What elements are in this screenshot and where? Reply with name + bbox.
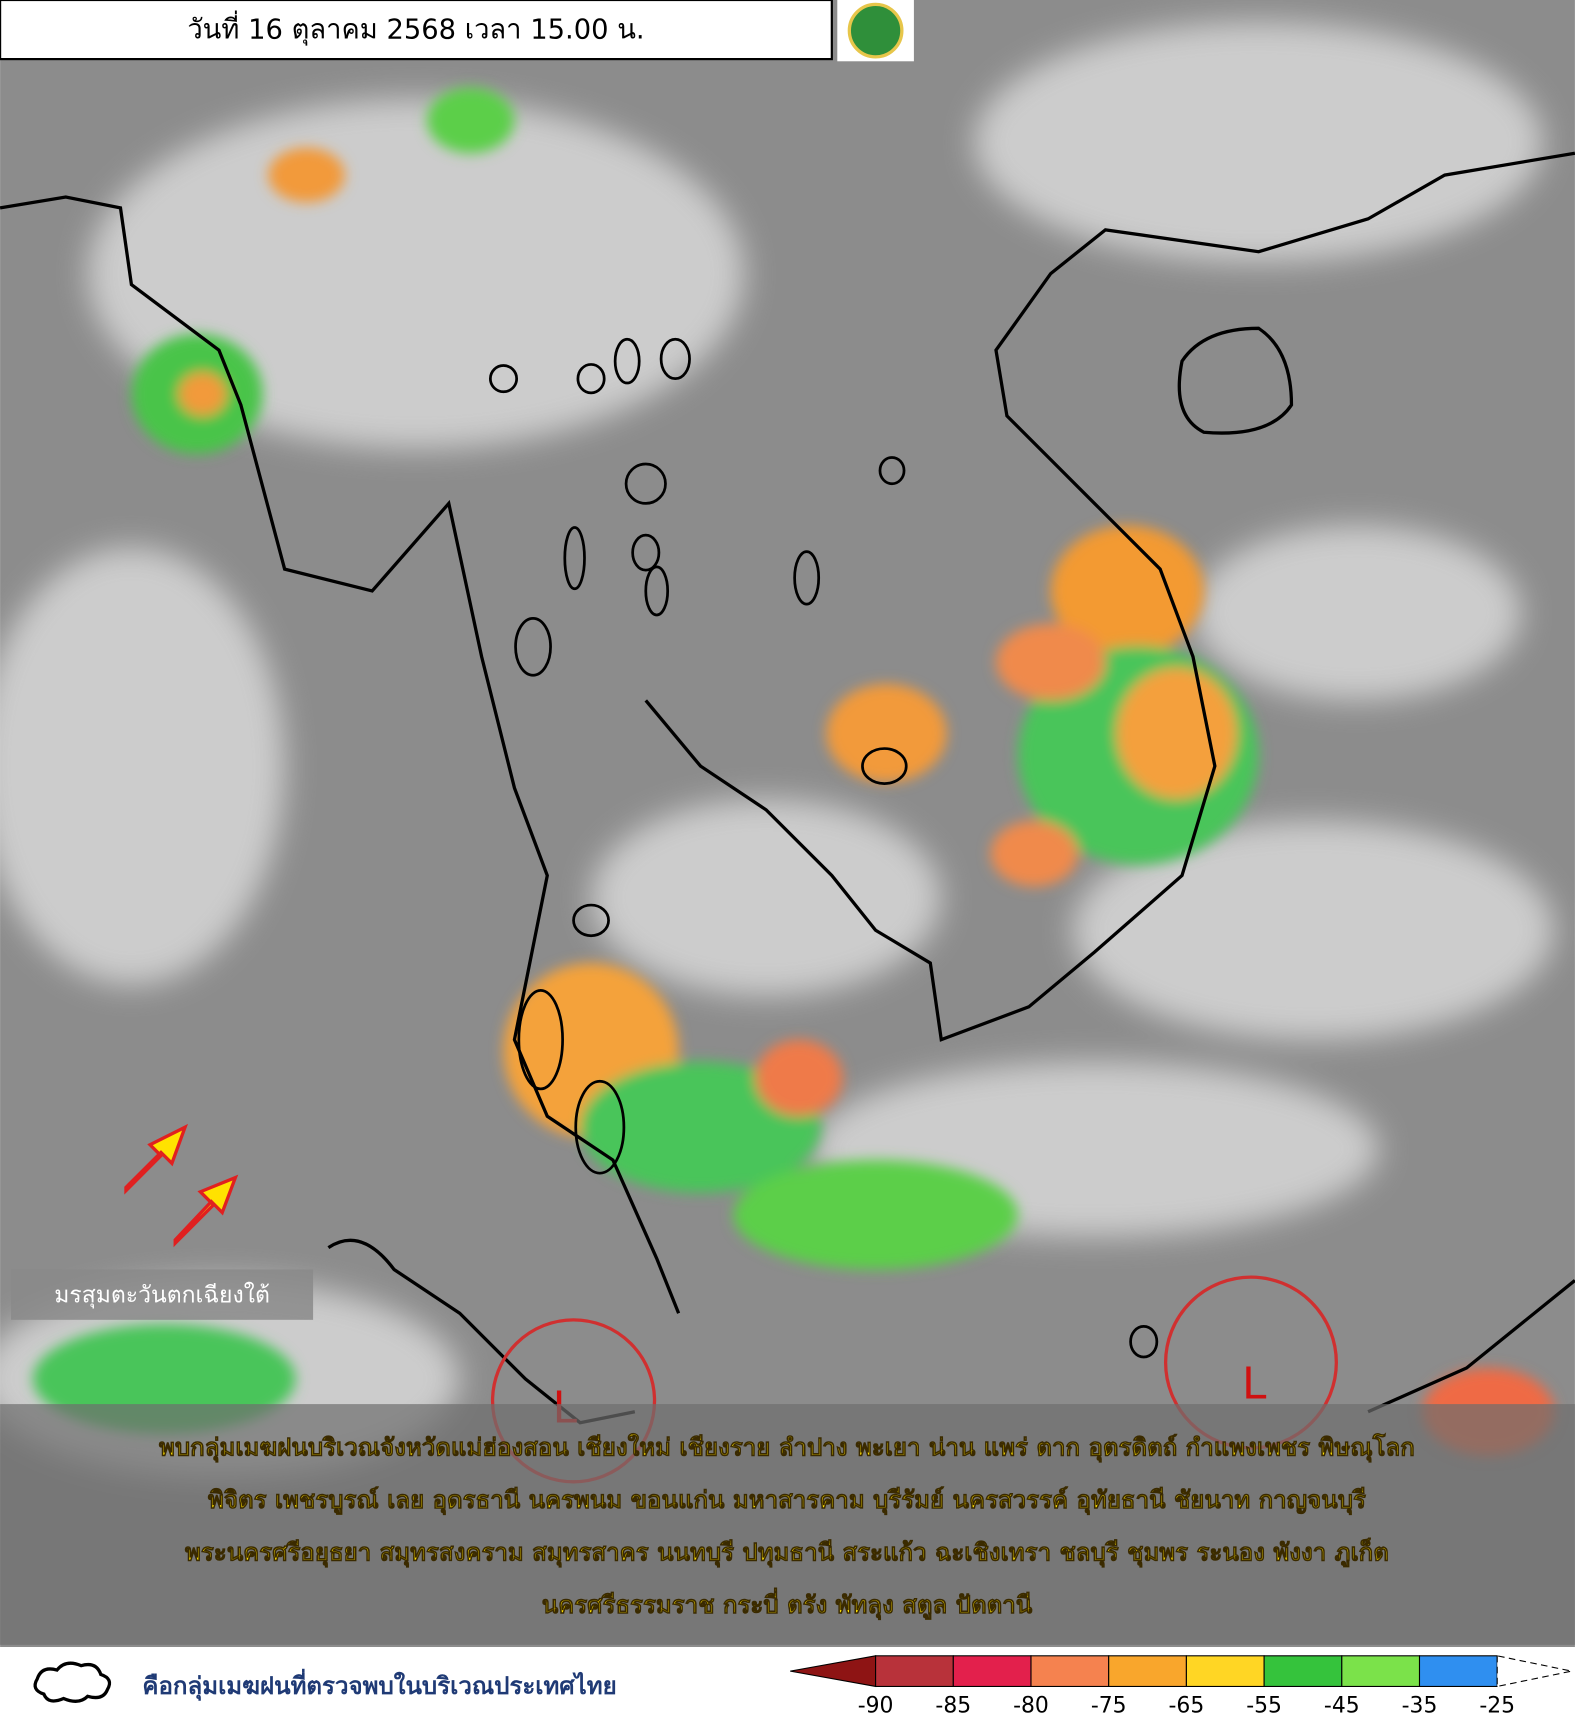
summary-line: พบกลุ่มเมฆฝนบริเวณจังหวัดแม่ฮ่องสอน เชีย…: [159, 1433, 1415, 1464]
summary-line: นครศรีธรรมราช กระบี่ ตรัง พัทลุง สตูล ปั…: [542, 1587, 1033, 1621]
logo: [847, 2, 904, 59]
header-date: วันที่ 16 ตุลาคม 2568 เวลา 15.00 น.: [187, 10, 644, 46]
scale-box: [1030, 1655, 1110, 1687]
summary-line: พระนครศรีอยุธยา สมุทรสงคราม สมุทรสาคร นน…: [185, 1538, 1389, 1569]
scale-box: [1185, 1655, 1265, 1687]
satellite-map: [0, 0, 1575, 1648]
scale-box: [952, 1655, 1032, 1687]
scale-box: [1418, 1655, 1498, 1687]
scale-tick-label: -90: [858, 1694, 894, 1716]
cloud-icon: [33, 1661, 112, 1703]
header-box: [0, 0, 833, 61]
scale-box: [875, 1655, 954, 1687]
monsoon-label-box: [11, 1269, 314, 1320]
scale-tick-label: -35: [1402, 1694, 1438, 1716]
scale-tick-label: -25: [1479, 1694, 1515, 1716]
summary-band: [0, 1404, 1575, 1645]
monsoon-arrows: [124, 1123, 239, 1248]
scale-tick-label: -85: [935, 1694, 971, 1716]
low-label: L: [1242, 1359, 1267, 1410]
scale-tick-label: -45: [1324, 1694, 1360, 1716]
scale-box: [1108, 1655, 1187, 1687]
summary: พบกลุ่มเมฆฝนบริเวณจังหวัดแม่ฮ่องสอน เชีย…: [159, 1432, 1415, 1621]
scale-tick-label: -75: [1091, 1694, 1127, 1716]
scale-tick-label: -55: [1246, 1694, 1282, 1716]
monsoon-label: มรสุมตะวันตกเฉียงใต้: [54, 1281, 270, 1308]
scale-box: [1341, 1655, 1421, 1687]
scale-end: [1496, 1655, 1572, 1688]
color-scale: -90 -85 -80 -75 -65 -55 -45 -35 -25: [790, 1655, 1572, 1716]
cloud-note: คือกลุ่มเมฆฝนที่ตรวจพบในบริเวณประเทศไทย: [142, 1668, 616, 1702]
scale-tick-label: -80: [1013, 1694, 1049, 1716]
scale-box: [1263, 1655, 1343, 1687]
scale-tick-label: -65: [1169, 1694, 1205, 1716]
summary-line: พิจิตร เพชรบูรณ์ เลย อุดรธานี นครพนม ขอน…: [208, 1486, 1366, 1516]
